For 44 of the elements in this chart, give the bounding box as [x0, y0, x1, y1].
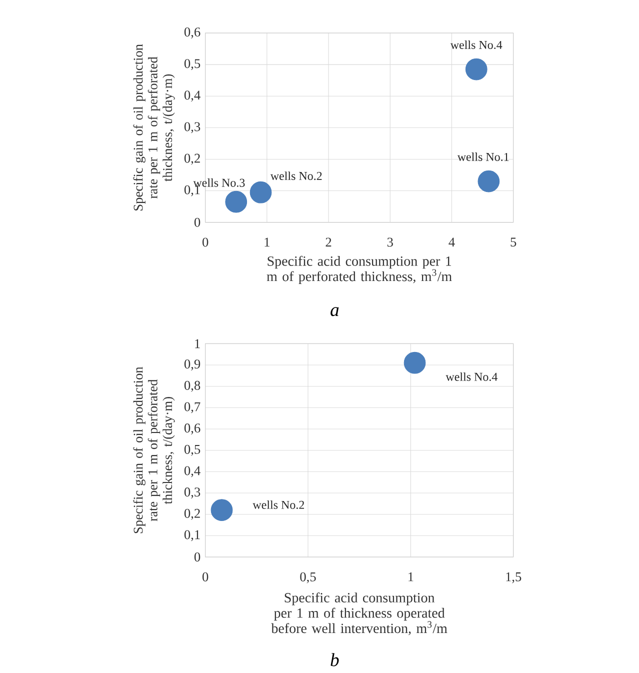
y-tick-label: 0,2 — [184, 508, 200, 520]
x-tick-label: 1 — [408, 572, 414, 582]
y-axis-title: Specific gain of oil production rate per 1 m of perforated thickness, t/(day·m) — [133, 366, 175, 534]
y-tick-label: 0 — [194, 552, 200, 562]
y-tick-label: 0,6 — [184, 28, 200, 38]
y-tick-label: 0,6 — [184, 424, 200, 434]
point — [478, 170, 500, 192]
x-tick-label: 5 — [510, 238, 516, 247]
x-axis-title: Specific acid consumption per 1 m of thickness operated before well intervention, m$^{3}$/m — [271, 592, 448, 636]
annotation: wells No.4 — [446, 372, 498, 381]
point — [225, 190, 248, 213]
y-tick-label: 0,3 — [184, 488, 200, 498]
y-tick-label: 0,3 — [184, 122, 200, 134]
y-tick-label: 0,1 — [184, 185, 200, 196]
x-tick-label: 2 — [326, 238, 332, 247]
x-tick-label: 1 — [264, 238, 270, 247]
y-tick-label: 0 — [194, 218, 200, 227]
x-tick-label: 1,5 — [506, 572, 522, 584]
x-tick-label: 0 — [202, 572, 208, 582]
text: b — [330, 653, 339, 666]
y-tick-label: 0,9 — [184, 360, 200, 370]
y-axis-title: Specific gain of oil production rate per 1 m of perforated thickness, t/(day·m) — [133, 44, 175, 210]
y-tick-label: 0,1 — [184, 530, 200, 542]
y-tick-label: 0,7 — [184, 402, 200, 414]
x-tick-label: 0 — [202, 238, 208, 247]
annotation: wells No.2 — [252, 500, 304, 509]
y-tick-label: 0,5 — [184, 444, 200, 456]
x-tick-label: 4 — [448, 238, 455, 246]
annotation: wells No.1 — [457, 152, 509, 162]
y-tick-label: 0,5 — [184, 59, 200, 70]
x-axis-title: Specific acid consumption per 1 m of perforated thickness, m$^{3}$/m — [266, 256, 452, 284]
point — [465, 58, 488, 80]
y-tick-label: 0,8 — [184, 380, 200, 392]
annotation: wells No.4 — [450, 40, 502, 50]
x-tick-label: 3 — [387, 238, 393, 247]
y-tick-label: 0,4 — [184, 90, 200, 102]
y-tick-label: 1 — [195, 339, 200, 348]
annotation: wells No.3 — [193, 178, 245, 187]
text: a — [330, 307, 339, 316]
annotation: wells No.2 — [270, 172, 322, 180]
point — [250, 181, 272, 204]
y-tick-label: 0,4 — [184, 466, 200, 478]
x-tick-label: 0,5 — [300, 572, 316, 584]
y-tick-label: 0,2 — [184, 154, 200, 165]
